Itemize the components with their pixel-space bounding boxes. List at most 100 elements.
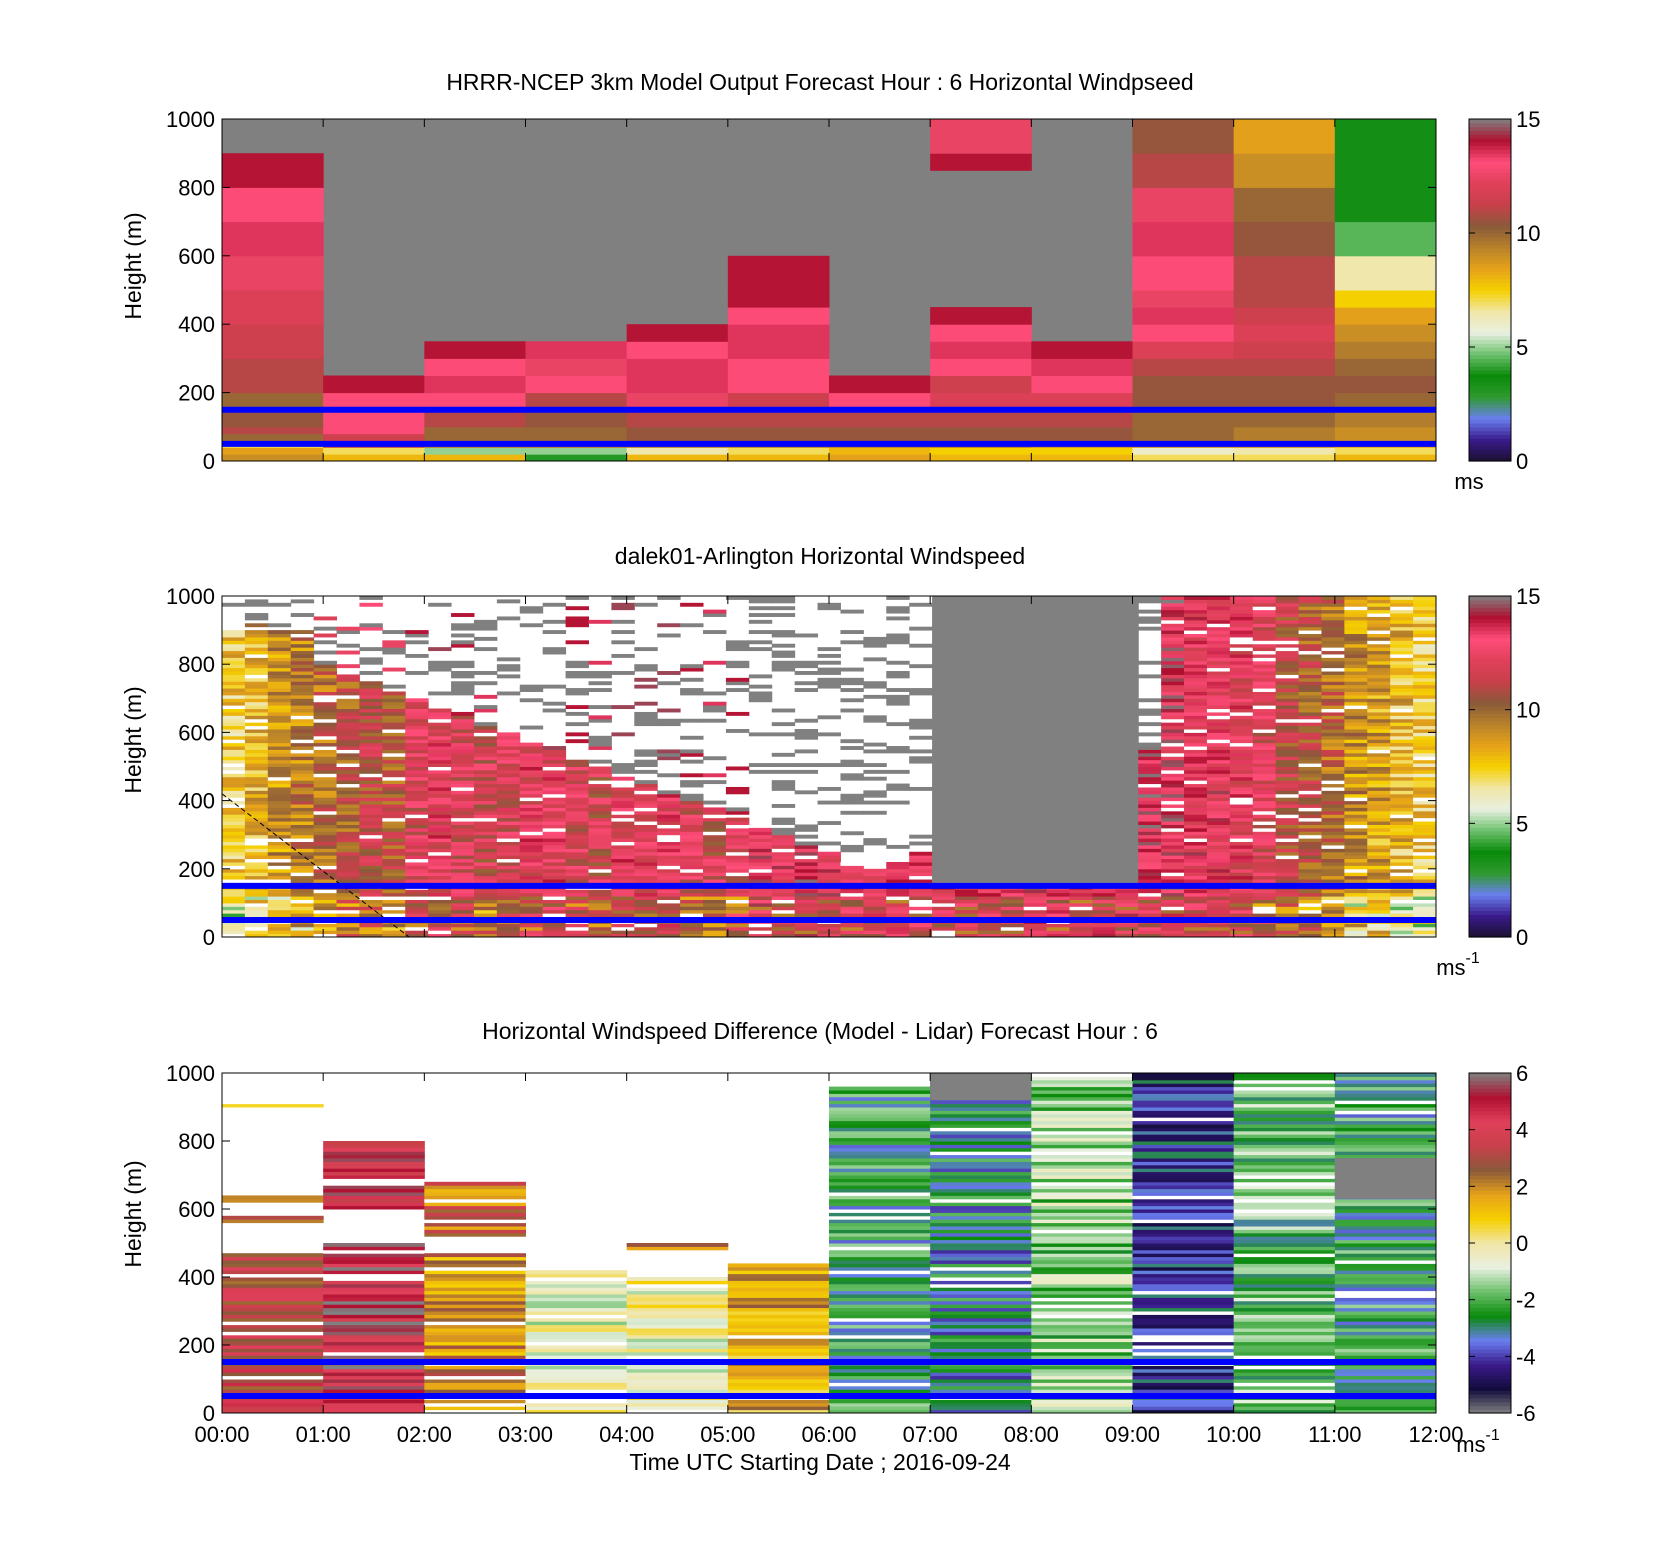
lidar-cell [542,814,567,819]
lidar-cell [1069,933,1093,938]
lidar-cell [703,844,727,849]
lidar-cell [496,735,521,740]
lidar-cell [909,759,933,764]
lidar-cell [932,773,956,778]
lidar-cell [382,728,406,733]
lidar-cell [1092,657,1116,662]
lidar-cell [1298,889,1322,894]
difference-cell [323,1263,425,1268]
lidar-cell [932,698,956,703]
lidar-cell [932,786,956,791]
difference-cell [424,1185,526,1190]
lidar-cell [1115,653,1139,658]
lidar-cell [267,728,292,733]
lidar-cell [680,691,704,696]
lidar-cell [794,824,819,829]
lidar-cell [496,817,521,822]
lidar-cell [1000,718,1025,723]
difference-cell [424,1205,526,1210]
lidar-cell [1413,664,1437,669]
lidar-cell [1000,855,1025,860]
lidar-cell [954,698,979,703]
lidar-cell [657,861,681,866]
lidar-cell [1344,769,1368,774]
lidar-cell [1229,752,1254,757]
lidar-cell [1161,742,1185,747]
lidar-cell [954,667,979,672]
difference-cell [626,1243,729,1247]
lidar-cell [1413,742,1437,747]
lidar-cell [1046,769,1071,774]
lidar-cell [886,701,910,706]
lidar-cell [1367,834,1391,839]
lidar-cell [1344,732,1368,737]
lidar-cell [336,786,360,791]
lidar-cell [1138,930,1162,935]
lidar-cell [1046,892,1071,897]
lidar-cell [680,804,704,808]
difference-cell [323,1365,425,1370]
lidar-cell [1069,817,1093,822]
lidar-cell [473,810,498,815]
lidar-cell [1092,766,1116,771]
lidar-cell [611,606,635,611]
lidar-cell [1413,602,1437,607]
lidar-cell [382,759,406,764]
lidar-cell [1161,681,1185,686]
lidar-cell [382,793,406,798]
lidar-cell [725,681,750,686]
lidar-cell [1252,735,1277,740]
lidar-cell [977,807,1002,812]
lidar-cell [1206,763,1231,767]
lidar-cell [405,879,429,883]
model-cell [222,324,324,359]
colorbar-swatch [1469,297,1511,302]
lidar-cell [611,776,635,781]
lidar-cell [611,834,635,839]
lidar-cell [1321,698,1345,703]
lidar-cell [817,926,841,931]
difference-cell [829,1382,931,1387]
lidar-cell [359,814,383,819]
lidar-cell [1344,868,1368,873]
lidar-cell [1413,892,1437,897]
lidar-cell [1115,643,1139,648]
lidar-cell [1252,804,1277,808]
lidar-cell [1275,752,1300,757]
lidar-cell [1023,817,1048,822]
lidar-cell [1298,807,1322,812]
lidar-cell [451,868,475,873]
lidar-cell [657,875,681,880]
lidar-cell [1115,749,1139,754]
lidar-cell [954,855,979,860]
lidar-cell [1275,848,1300,853]
lidar-cell [222,647,246,652]
lidar-cell [1275,684,1300,689]
model-cell [1334,307,1437,325]
lidar-cell [1413,814,1437,819]
lidar-cell [405,906,429,911]
lidar-cell [634,923,658,928]
lidar-cell [1069,756,1093,761]
lidar-cell [359,766,383,771]
difference-cell [323,1158,425,1162]
lidar-cell [222,909,246,914]
lidar-cell [519,793,544,798]
lidar-cell [1206,756,1231,761]
lidar-cell [954,653,979,658]
lidar-cell [1321,746,1345,750]
lidar-cell [909,858,933,863]
lidar-cell [1298,899,1322,904]
lidar-cell [1321,868,1345,873]
lidar-cell [657,773,681,778]
lidar-cell [1367,848,1391,853]
lidar-cell [359,728,383,733]
lidar-cell [1298,824,1322,829]
lidar-cell [382,902,406,907]
lidar-cell [1138,763,1162,767]
lidar-cell [1367,650,1391,655]
lidar-cell [771,821,796,825]
lidar-cell [313,749,338,754]
lidar-cell [748,684,773,689]
lidar-cell [794,909,819,914]
